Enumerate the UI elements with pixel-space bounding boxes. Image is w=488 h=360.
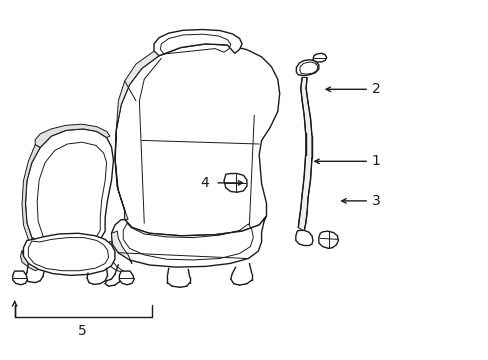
Polygon shape [23, 233, 115, 275]
Polygon shape [35, 124, 110, 148]
Polygon shape [111, 231, 132, 264]
Polygon shape [298, 77, 311, 231]
Polygon shape [312, 53, 326, 62]
Text: 5: 5 [78, 324, 86, 338]
Polygon shape [318, 231, 338, 248]
Polygon shape [111, 216, 266, 267]
Polygon shape [13, 271, 27, 285]
Polygon shape [295, 230, 312, 246]
Polygon shape [224, 174, 246, 192]
Polygon shape [22, 145, 40, 245]
Text: 2: 2 [371, 82, 380, 96]
Polygon shape [105, 241, 126, 273]
Polygon shape [20, 250, 38, 271]
Polygon shape [119, 271, 134, 285]
Text: 4: 4 [200, 176, 209, 190]
Polygon shape [25, 129, 113, 248]
Text: 3: 3 [371, 194, 380, 208]
Polygon shape [115, 51, 159, 220]
Polygon shape [296, 60, 318, 76]
Text: 1: 1 [371, 154, 380, 168]
Polygon shape [115, 44, 279, 236]
Polygon shape [154, 30, 242, 56]
